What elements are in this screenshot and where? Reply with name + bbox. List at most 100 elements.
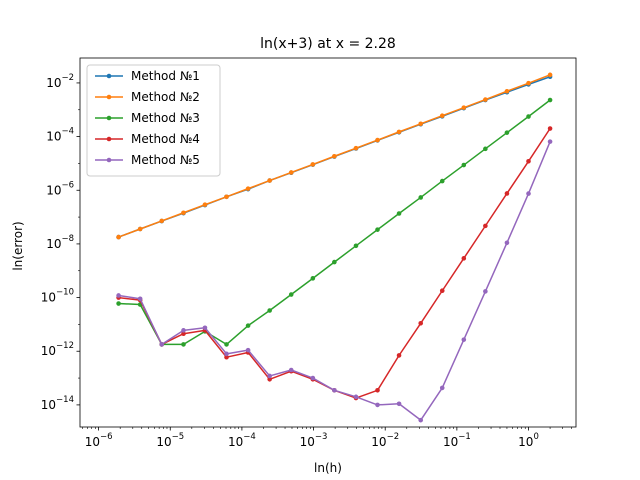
legend-label-1: Method №1 bbox=[131, 69, 200, 83]
series-2-point-5 bbox=[202, 202, 208, 207]
series-3-point-17 bbox=[461, 162, 467, 168]
x-tick-label-5: 10−2 bbox=[371, 432, 399, 449]
series-2-point-18 bbox=[483, 97, 488, 102]
legend-marker-3 bbox=[106, 115, 112, 121]
axes-frame bbox=[79, 57, 577, 428]
series-2-point-2 bbox=[137, 226, 143, 232]
x-tick-label-1: 10−6 bbox=[85, 432, 113, 449]
legend-marker-5 bbox=[106, 157, 112, 163]
x-axis-title: ln(h) bbox=[314, 461, 342, 475]
y-tick-label-7: 10−2 bbox=[46, 73, 74, 90]
plot-area bbox=[116, 72, 553, 423]
series-5-point-1 bbox=[116, 293, 121, 298]
series-4-point-20 bbox=[526, 159, 531, 164]
legend-marker-2 bbox=[106, 94, 112, 100]
y-tick-label-4: 10−8 bbox=[46, 234, 74, 251]
y-tick-label-6: 10−4 bbox=[46, 127, 74, 144]
legend-marker-1 bbox=[106, 73, 112, 79]
series-4-point-15 bbox=[418, 320, 424, 326]
series-4-point-6 bbox=[224, 354, 229, 360]
series-3-point-21 bbox=[547, 97, 553, 103]
series-3-point-6 bbox=[224, 342, 229, 347]
series-2-point-16 bbox=[439, 113, 445, 119]
series-4-point-13 bbox=[375, 388, 380, 393]
y-tick-label-5: 10−6 bbox=[46, 180, 74, 197]
series-5-point-10 bbox=[310, 375, 316, 381]
series-3-point-4 bbox=[181, 342, 186, 347]
series-3-point-1 bbox=[116, 301, 121, 306]
axes: 10−6 10−5 10−4 10−3 10−2 10−1 100 10−14 10−12 10−… bbox=[41, 57, 577, 449]
series-2-point-19 bbox=[504, 88, 510, 94]
x-tick-label-3: 10−4 bbox=[228, 432, 256, 449]
series-5-point-5 bbox=[202, 325, 208, 331]
legend-label-4: Method №4 bbox=[131, 132, 200, 146]
series-5-point-3 bbox=[159, 342, 165, 347]
series-2-point-4 bbox=[181, 210, 186, 216]
series-4-point-16 bbox=[439, 288, 445, 294]
y-tick-label-3: 10−10 bbox=[41, 288, 74, 305]
series-3-point-9 bbox=[288, 292, 294, 297]
series-group bbox=[116, 72, 553, 423]
series-5-point-6 bbox=[224, 351, 229, 357]
x-tick-label-2: 10−5 bbox=[156, 432, 184, 449]
series-2-point-8 bbox=[267, 178, 272, 183]
series-3-point-13 bbox=[375, 227, 380, 232]
series-3-point-11 bbox=[332, 259, 337, 265]
legend-marker-4 bbox=[106, 136, 112, 142]
series-5-point-2 bbox=[137, 296, 143, 302]
series-5-point-13 bbox=[375, 402, 380, 408]
series-3-point-18 bbox=[483, 146, 488, 152]
series-2-point-20 bbox=[526, 80, 531, 86]
legend-label-2: Method №2 bbox=[131, 90, 200, 104]
series-3-point-15 bbox=[418, 195, 424, 200]
series-2-point-13 bbox=[375, 137, 380, 143]
series-5-point-17 bbox=[461, 337, 467, 342]
series-4-point-21 bbox=[547, 126, 553, 131]
series-4-point-17 bbox=[461, 256, 467, 261]
series-5-point-4 bbox=[181, 328, 186, 333]
series-4-point-4 bbox=[181, 331, 186, 337]
chart-title: ln(x+3) at x = 2.28 bbox=[260, 36, 396, 52]
series-5-point-15 bbox=[418, 417, 424, 423]
series-2-point-12 bbox=[353, 145, 359, 151]
x-tick-label-4: 10−3 bbox=[300, 432, 328, 449]
series-2-point-17 bbox=[461, 105, 467, 110]
y-tick-label-1: 10−14 bbox=[41, 395, 74, 412]
series-3-point-12 bbox=[353, 243, 359, 249]
legend-box bbox=[86, 64, 221, 177]
series-2-point-21 bbox=[547, 72, 553, 78]
series-2-point-1 bbox=[116, 234, 121, 240]
y-tick-label-2: 10−12 bbox=[41, 341, 74, 358]
series-4-point-14 bbox=[396, 353, 402, 358]
series-3-point-20 bbox=[526, 114, 531, 119]
series-5-point-7 bbox=[245, 347, 251, 353]
x-tick-label-6: 10−1 bbox=[443, 432, 471, 449]
series-4-point-8 bbox=[267, 376, 272, 382]
series-5-point-11 bbox=[332, 388, 337, 393]
series-2-point-6 bbox=[224, 194, 229, 200]
series-3-point-14 bbox=[396, 211, 402, 216]
series-3-point-16 bbox=[439, 178, 445, 184]
series-5-point-21 bbox=[547, 139, 553, 144]
series-3-point-8 bbox=[267, 308, 272, 313]
series-5-point-20 bbox=[526, 191, 531, 196]
series-5-point-18 bbox=[483, 289, 488, 294]
series-5-point-12 bbox=[353, 394, 359, 400]
series-5-point-19 bbox=[504, 240, 510, 246]
series-4-point-19 bbox=[504, 191, 510, 196]
x-tick-label-7: 100 bbox=[518, 432, 539, 449]
series-4-point-18 bbox=[483, 223, 488, 229]
legend: Method №1 Method №2 Method №3 Method №4 Meth… bbox=[86, 64, 221, 177]
series-3-point-7 bbox=[245, 323, 251, 328]
series-5-point-8 bbox=[267, 373, 272, 379]
y-axis-title: ln(error) bbox=[11, 221, 25, 270]
series-2-point-9 bbox=[288, 170, 294, 175]
series-2-point-10 bbox=[310, 162, 316, 167]
series-5-point-16 bbox=[439, 385, 445, 391]
series-2-point-3 bbox=[159, 218, 165, 224]
series-3-point-10 bbox=[310, 276, 316, 281]
legend-label-3: Method №3 bbox=[131, 111, 200, 125]
series-5-point-14 bbox=[396, 401, 402, 407]
series-2-point-7 bbox=[245, 186, 251, 191]
